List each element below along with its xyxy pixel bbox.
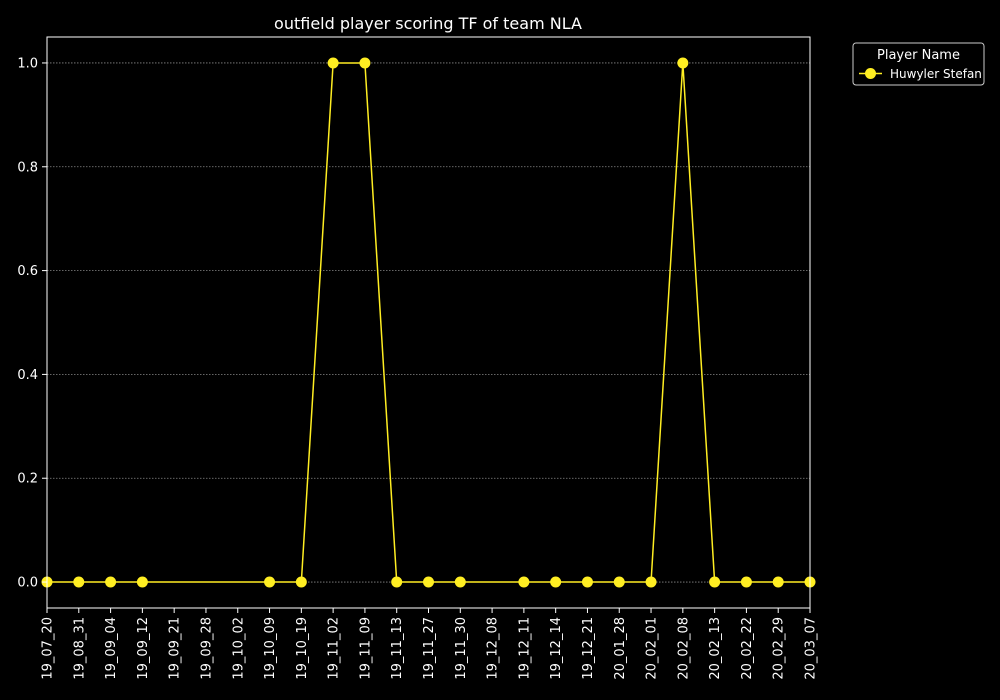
data-point — [709, 576, 721, 588]
data-point — [391, 576, 403, 588]
data-point — [550, 576, 562, 588]
x-tick-label: 20_02_01 — [645, 617, 660, 680]
x-tick-label: 19_11_02 — [327, 617, 342, 680]
data-point — [518, 576, 530, 588]
data-point — [264, 576, 276, 588]
x-axis: 19_07_20 19_08_31 19_09_04 19_09_12 19_09_21… — [41, 608, 819, 680]
x-tick-label: 19_10_19 — [295, 617, 310, 680]
x-tick-label: 20_02_22 — [740, 617, 755, 680]
chart-title: outfield player scoring TF of team NLA — [274, 14, 582, 33]
y-tick-label: 0.0 — [17, 576, 38, 591]
x-tick-label: 19_09_12 — [136, 617, 151, 680]
data-point — [327, 57, 339, 69]
legend: Player Name Huwyler Stefan — [852, 42, 985, 86]
x-tick-label: 19_12_21 — [581, 617, 596, 680]
x-tick-label: 19_09_21 — [168, 617, 183, 680]
legend-title: Player Name — [877, 48, 960, 63]
x-tick-label: 20_02_29 — [772, 617, 787, 680]
y-tick-label: 0.6 — [17, 264, 38, 279]
x-tick-label: 19_11_13 — [390, 617, 405, 680]
x-tick-label: 20_02_08 — [676, 617, 691, 680]
data-point — [772, 576, 784, 588]
y-axis: 0.0 0.2 0.4 0.6 0.8 1.0 — [17, 56, 47, 591]
plot-frame — [46, 36, 811, 609]
data-point — [359, 57, 371, 69]
x-tick-label: 19_10_09 — [263, 617, 278, 680]
x-tick-label: 19_12_14 — [549, 617, 564, 680]
data-point — [105, 576, 117, 588]
series-line — [47, 62, 810, 583]
data-point — [136, 576, 148, 588]
y-tick-label: 0.8 — [17, 160, 38, 175]
data-point — [454, 576, 466, 588]
legend-label: Huwyler Stefan — [890, 67, 982, 81]
data-point — [73, 576, 85, 588]
x-tick-label: 19_10_02 — [231, 617, 246, 680]
x-tick-label: 19_11_27 — [422, 617, 437, 680]
x-tick-label: 19_11_09 — [358, 617, 373, 680]
y-tick-label: 0.4 — [17, 368, 38, 383]
x-tick-label: 19_12_08 — [486, 617, 501, 680]
legend-marker — [865, 68, 876, 79]
x-tick-label: 19_12_11 — [517, 617, 532, 680]
y-tick-label: 0.2 — [17, 472, 38, 487]
x-tick-label: 19_09_04 — [104, 617, 119, 680]
data-point — [295, 576, 307, 588]
data-point — [423, 576, 434, 588]
x-tick-label: 20_03_07 — [804, 617, 819, 680]
series-layer — [41, 57, 816, 588]
grid-lines — [47, 62, 810, 583]
data-point — [645, 576, 657, 588]
data-point — [740, 576, 752, 588]
legend-box — [852, 42, 985, 86]
data-point — [613, 576, 625, 588]
x-tick-label: 20_01_28 — [613, 617, 628, 680]
x-tick-label: 19_08_31 — [72, 617, 87, 680]
x-tick-label: 19_07_20 — [41, 617, 56, 680]
data-point — [677, 57, 689, 69]
x-tick-label: 19_09_28 — [199, 617, 214, 680]
x-tick-label: 19_11_30 — [454, 617, 469, 680]
data-point — [581, 576, 593, 588]
y-tick-label: 1.0 — [17, 56, 38, 71]
x-tick-label: 20_02_13 — [708, 617, 723, 680]
